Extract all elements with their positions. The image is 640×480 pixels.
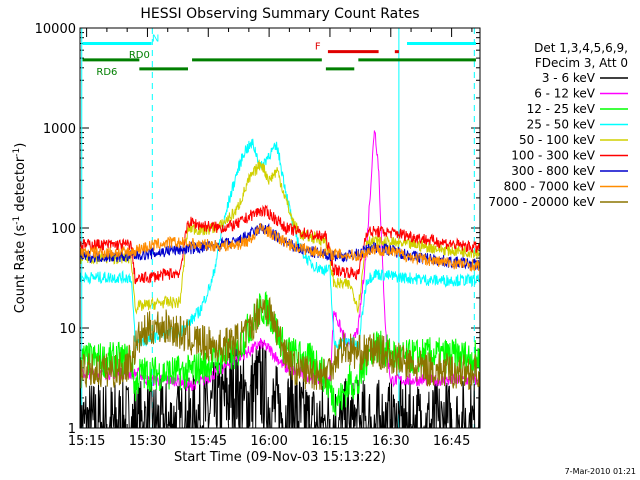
y-tick-label: 1000 (43, 122, 76, 137)
x-tick-label: 15:30 (129, 434, 166, 449)
flag-label-rd6: RD6 (96, 67, 117, 78)
y-axis-label-superscript: -1 (12, 148, 22, 157)
series-line-3 (80, 290, 480, 416)
y-tick-label: 10000 (35, 22, 76, 37)
x-tick-label: 16:00 (250, 434, 287, 449)
x-axis-label: Start Time (09-Nov-03 15:13:22) (174, 450, 386, 465)
series-line-2 (80, 130, 480, 392)
legend-entry-label: 3 - 6 keV (542, 71, 596, 85)
y-axis-label-superscript: -1 (12, 216, 22, 225)
x-tick-label: 16:45 (433, 434, 470, 449)
series-line-8 (80, 223, 480, 273)
y-axis-label-part: ) (13, 143, 28, 148)
flag-label-n: N (152, 33, 159, 44)
y-tick-label: 1 (68, 422, 76, 437)
y-axis-label-part: Count Rate (s (13, 225, 28, 314)
x-tick-label: 16:15 (311, 434, 348, 449)
y-axis-label-part: detector (13, 156, 28, 216)
series-line-6 (80, 204, 480, 285)
legend-entry-label: 7000 - 20000 keV (488, 195, 595, 209)
legend-entry-label: 50 - 100 keV (519, 133, 596, 147)
legend-entry-label: 12 - 25 keV (527, 102, 596, 116)
legend-header: Det 1,3,4,5,6,9, (534, 41, 628, 55)
series-line-1 (80, 340, 480, 428)
legend-entry-label: 100 - 300 keV (511, 149, 595, 163)
footer-date: 7-Mar-2010 01:21 (565, 467, 636, 476)
x-tick-label: 16:30 (372, 434, 409, 449)
y-tick-label: 10 (59, 322, 76, 337)
series-line-5 (80, 159, 480, 315)
legend-entry-label: 25 - 50 keV (527, 118, 596, 132)
legend-entry-label: 6 - 12 keV (534, 87, 596, 101)
series-group (80, 130, 480, 428)
y-axis-label: Count Rate (s-1 detector-1) (12, 143, 28, 314)
x-tick-label: 15:15 (68, 434, 105, 449)
series-line-9 (80, 296, 480, 390)
y-tick-label: 100 (51, 222, 76, 237)
chart-title: HESSI Observing Summary Count Rates (140, 6, 419, 22)
legend-entry-label: 800 - 7000 keV (504, 180, 596, 194)
legend-header: FDecim 3, Att 0 (535, 56, 628, 70)
flag-label-f: F (315, 42, 321, 53)
flag-label-rd0: RD0 (129, 50, 150, 61)
x-tick-label: 15:45 (190, 434, 227, 449)
legend-entry-label: 300 - 800 keV (511, 164, 595, 178)
plot-frame (79, 27, 481, 429)
